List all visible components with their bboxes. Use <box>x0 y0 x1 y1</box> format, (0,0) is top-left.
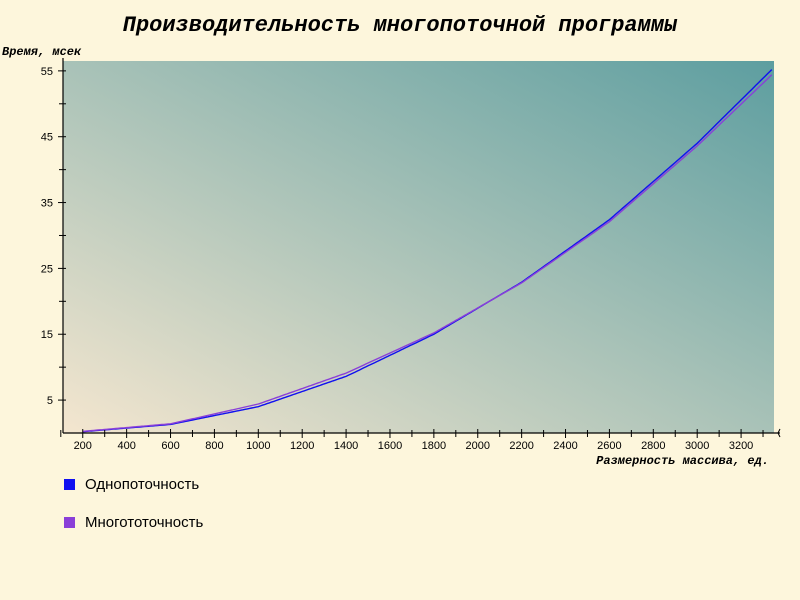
x-tick-label: 3200 <box>729 440 753 452</box>
series-line-2 <box>82 74 773 433</box>
legend-item-single-thread: Однопоточность <box>64 474 203 494</box>
x-tick-label: 1000 <box>246 440 270 452</box>
x-tick-label: 800 <box>205 440 223 452</box>
y-tick-label: 55 <box>41 66 53 78</box>
x-tick-label: 2200 <box>509 440 533 452</box>
x-tick-label: 1200 <box>290 440 314 452</box>
y-tick-label: 15 <box>41 329 53 341</box>
y-tick-label: 25 <box>41 263 53 275</box>
axis-layer: 200 400 600 800 1000 1200 1400 1600 1800 2000 2200… <box>41 58 781 452</box>
y-tick-label: 45 <box>41 132 53 144</box>
x-tick-label: 1600 <box>378 440 402 452</box>
legend: Однопоточность Многототочность <box>64 474 203 550</box>
x-tick-label: 400 <box>117 440 135 452</box>
legend-label-multi-thread: Многототочность <box>85 513 204 531</box>
x-tick-label: 2600 <box>597 440 621 452</box>
series-line-1 <box>82 69 773 433</box>
x-tick-label: 200 <box>74 440 92 452</box>
x-tick-label: 1800 <box>422 440 446 452</box>
legend-swatch-single-thread <box>64 478 75 490</box>
x-axis-title: Размерность массива, ед. <box>596 454 769 468</box>
x-tick-label: 1400 <box>334 440 358 452</box>
legend-swatch-multi-thread <box>64 516 75 528</box>
plot-area <box>63 61 774 433</box>
x-tick-label: 2400 <box>553 440 577 452</box>
y-tick-label: 35 <box>41 198 53 210</box>
chart-title: Производительность многопоточной програм… <box>123 13 678 38</box>
legend-item-multi-thread: Многототочность <box>64 512 203 532</box>
y-axis-title: Время, мсек <box>2 45 82 59</box>
x-tick-label: 600 <box>161 440 179 452</box>
y-tick-label: 5 <box>47 395 53 407</box>
x-tick-label: 3000 <box>685 440 709 452</box>
series-layer <box>82 69 773 433</box>
legend-label-single-thread: Однопоточность <box>85 475 200 493</box>
x-axis-arrow <box>777 428 781 438</box>
x-tick-label: 2800 <box>641 440 665 452</box>
x-tick-label: 2000 <box>466 440 490 452</box>
